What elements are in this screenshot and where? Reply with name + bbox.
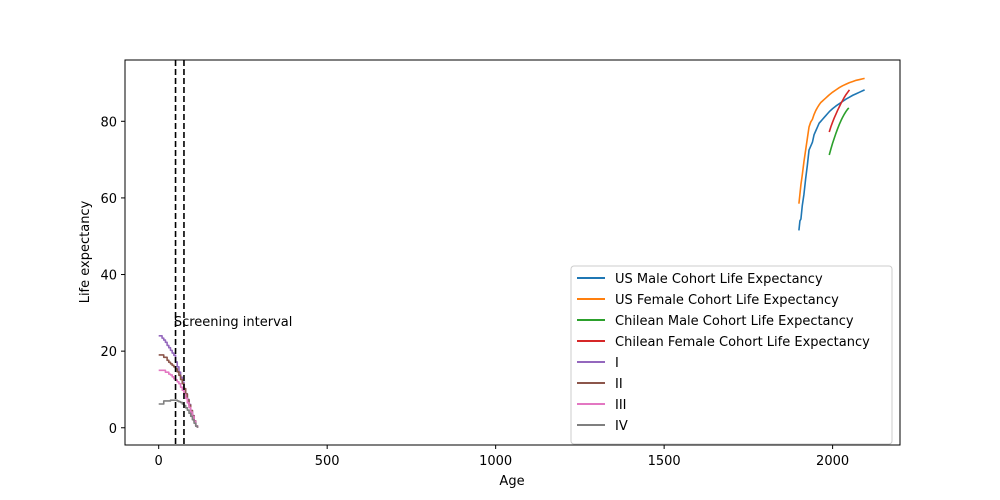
y-tick-label-3: 60 <box>100 192 117 207</box>
legend-label-6: III <box>615 398 627 413</box>
series-line-0 <box>798 89 865 231</box>
legend-label-1: US Female Cohort Life Expectancy <box>615 293 839 308</box>
legend-label-7: IV <box>615 419 628 434</box>
y-tick-label-0: 0 <box>109 422 117 437</box>
y-tick-label-2: 40 <box>100 269 117 284</box>
y-tick-label-4: 80 <box>100 115 117 130</box>
screening-interval-annotation: Screening interval <box>174 315 293 330</box>
series-line-3 <box>828 89 851 133</box>
legend-label-4: I <box>615 356 619 371</box>
legend: US Male Cohort Life Expectancy US Female … <box>570 265 893 445</box>
series-line-1 <box>798 77 865 204</box>
legend-label-3: Chilean Female Cohort Life Expectancy <box>615 335 870 350</box>
plot-frame <box>124 59 901 446</box>
series-line-5 <box>158 354 199 428</box>
legend-label-0: US Male Cohort Life Expectancy <box>615 272 823 287</box>
x-tick-label-4: 2000 <box>816 454 849 469</box>
x-tick-label-0: 0 <box>155 454 163 469</box>
x-axis-ticks: 0 500 1000 1500 2000 <box>155 445 849 469</box>
series-line-7 <box>158 399 199 428</box>
legend-label-2: Chilean Male Cohort Life Expectancy <box>615 314 854 329</box>
series-layer <box>158 77 865 428</box>
y-tick-label-1: 20 <box>100 345 117 360</box>
plot-data-area <box>158 60 865 445</box>
y-axis-label: Life expectancy <box>78 200 93 303</box>
series-line-6 <box>158 369 199 428</box>
y-axis-ticks: 0 20 40 60 80 <box>100 115 125 437</box>
legend-label-5: II <box>615 377 623 392</box>
screening-lines <box>174 60 185 445</box>
x-tick-label-2: 1000 <box>479 454 512 469</box>
x-tick-label-1: 500 <box>315 454 340 469</box>
legend-frame <box>570 265 893 445</box>
x-tick-label-3: 1500 <box>648 454 681 469</box>
x-axis-label: Age <box>499 474 524 489</box>
series-line-2 <box>828 107 850 156</box>
